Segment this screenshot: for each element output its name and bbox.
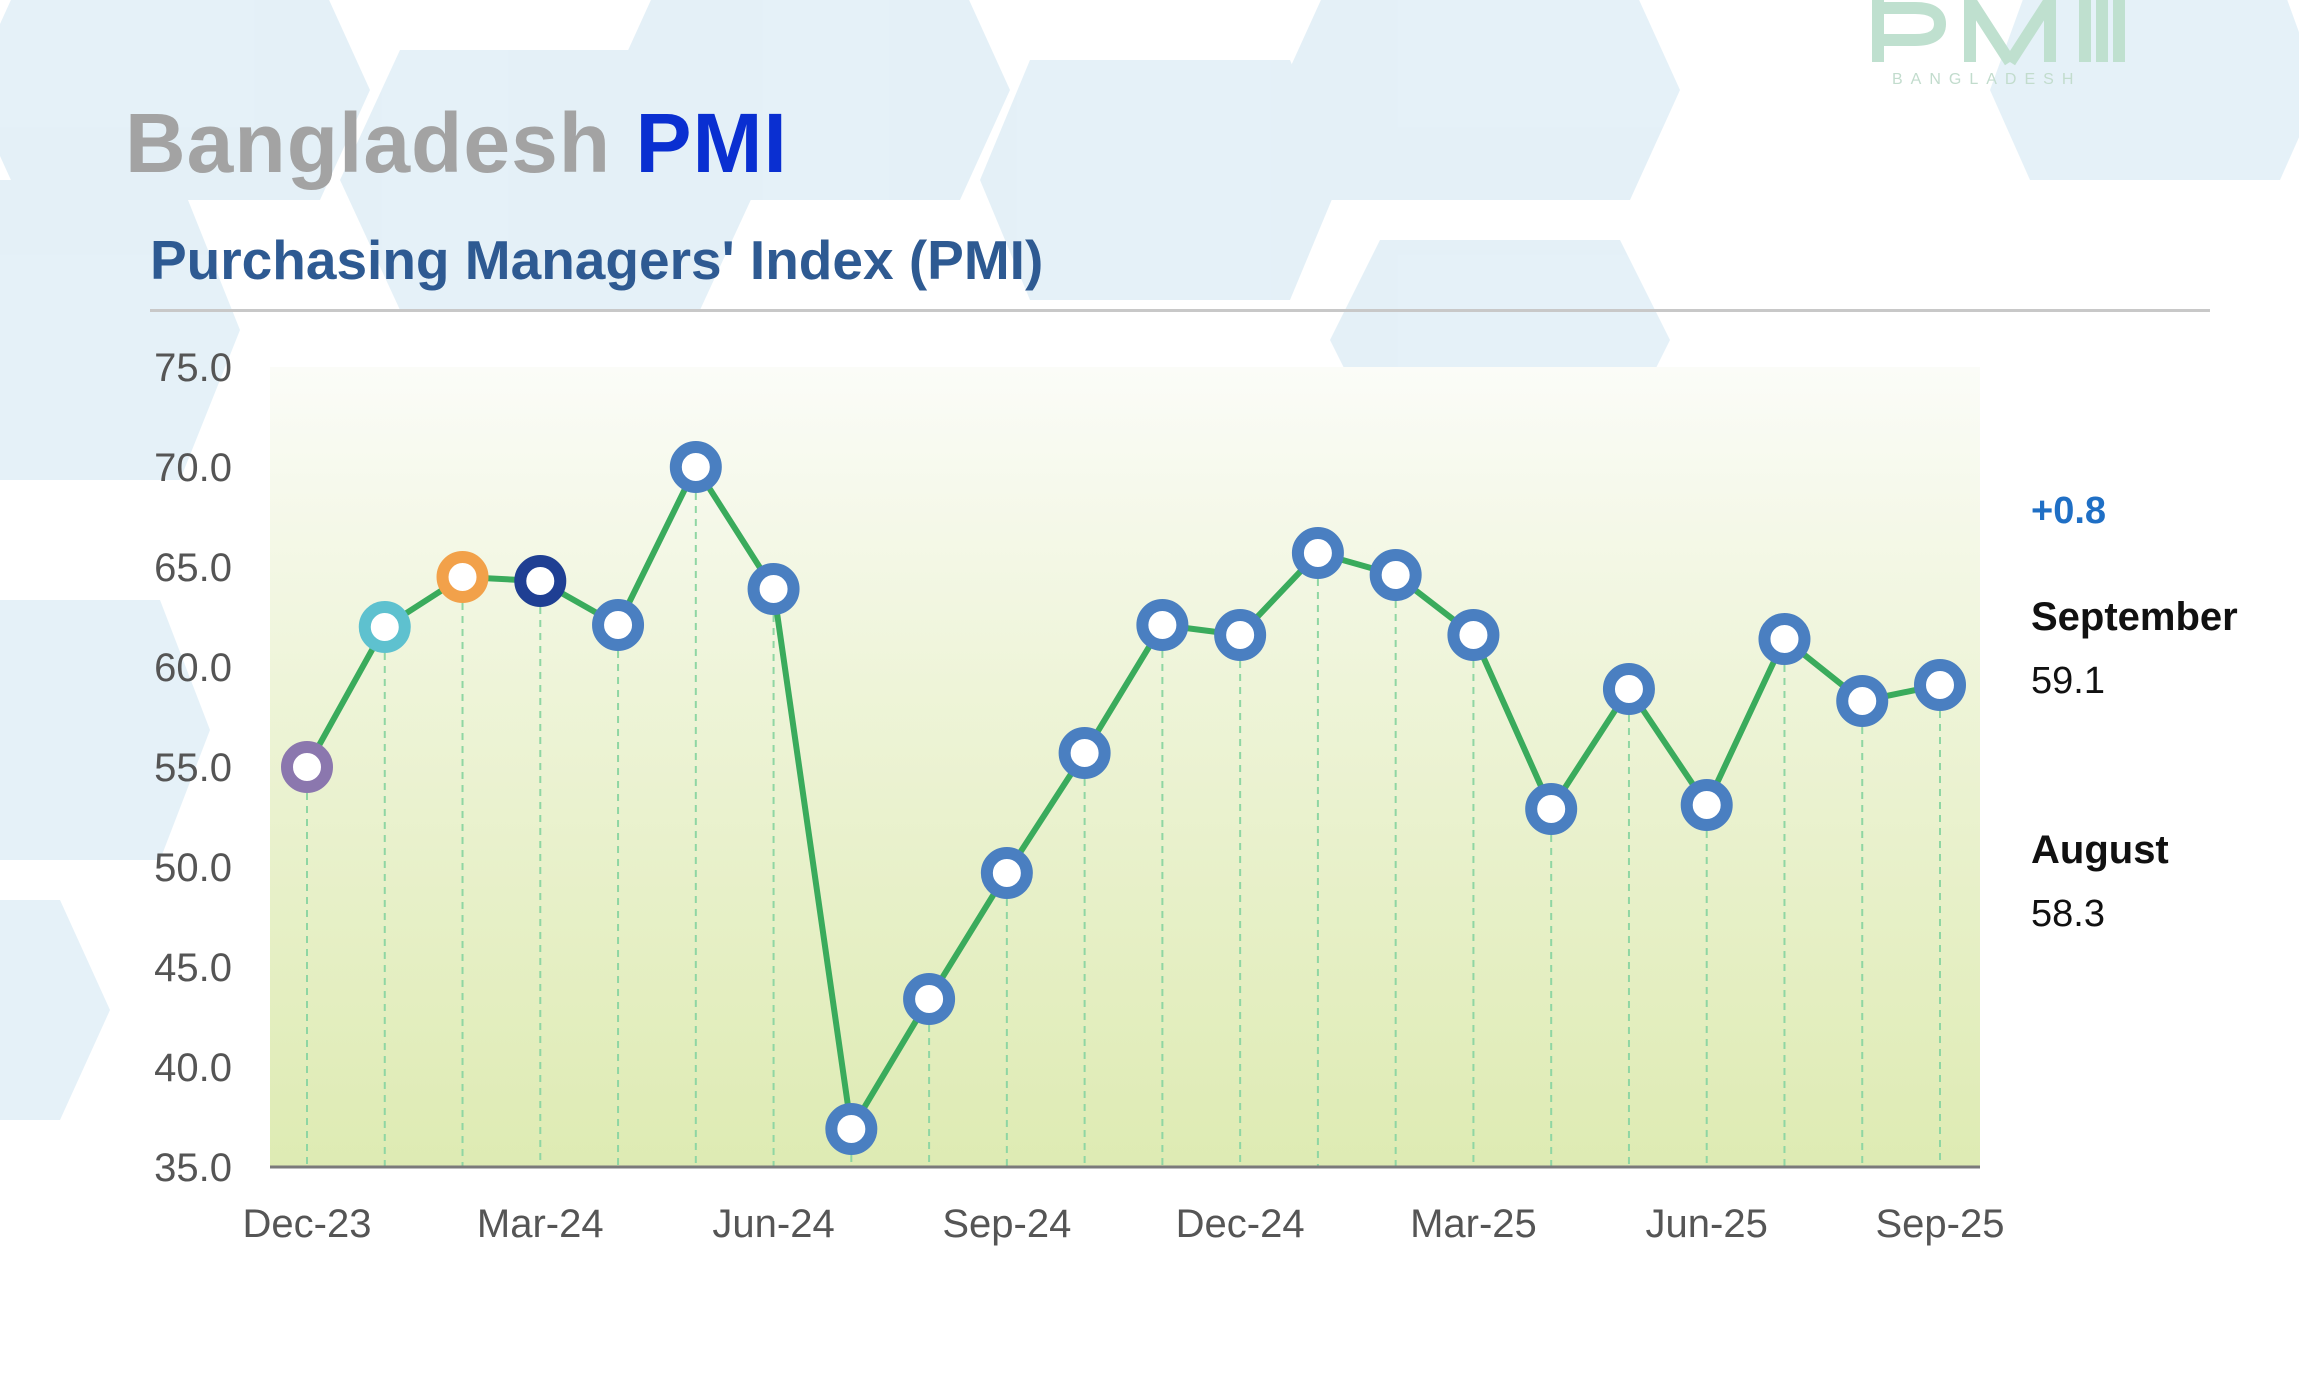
data-point-marker xyxy=(592,599,645,651)
y-tick-label: 45.0 xyxy=(154,946,232,990)
data-point-marker xyxy=(1914,659,1966,711)
x-tick-label: Sep-24 xyxy=(942,1202,1071,1246)
current-month-value: 59.1 xyxy=(2031,660,2105,702)
data-point-marker xyxy=(1369,549,1422,601)
current-month-label: September xyxy=(2031,595,2238,639)
data-point-marker xyxy=(980,847,1033,899)
data-point-marker xyxy=(1758,613,1811,665)
divider-line xyxy=(150,309,2210,312)
data-point-marker xyxy=(1602,663,1655,715)
x-tick-label: Dec-23 xyxy=(243,1202,372,1246)
data-point-marker xyxy=(747,563,800,615)
y-tick-label: 50.0 xyxy=(154,846,232,890)
x-tick-label: Mar-24 xyxy=(477,1202,604,1246)
chart-subtitle: Purchasing Managers' Index (PMI) xyxy=(150,229,1044,291)
y-tick-label: 40.0 xyxy=(154,1046,232,1090)
y-tick-label: 60.0 xyxy=(154,646,232,690)
y-tick-label: 55.0 xyxy=(154,746,232,790)
data-point-marker xyxy=(1680,779,1733,831)
data-point-marker xyxy=(1447,609,1500,661)
page-title: Bangladesh PMI xyxy=(125,95,788,192)
x-tick-label: Sep-25 xyxy=(1876,1202,2005,1246)
data-point-marker xyxy=(1136,599,1189,651)
previous-month-value: 58.3 xyxy=(2031,893,2105,935)
data-point-marker xyxy=(281,741,333,793)
x-tick-label: Dec-24 xyxy=(1176,1202,1305,1246)
data-point-marker xyxy=(669,441,722,493)
x-tick-label: Mar-25 xyxy=(1410,1202,1537,1246)
data-point-marker xyxy=(825,1103,878,1155)
data-point-marker xyxy=(514,555,567,607)
pmi-logo: BANGLADESH xyxy=(1872,0,2125,88)
data-point-marker xyxy=(1058,727,1111,779)
previous-month-label: August xyxy=(2031,828,2169,872)
y-tick-label: 65.0 xyxy=(154,546,232,590)
data-point-marker xyxy=(1214,609,1267,661)
data-point-marker xyxy=(1836,675,1889,727)
data-point-marker xyxy=(903,973,956,1025)
title-country: Bangladesh xyxy=(125,96,612,190)
title-brand: PMI xyxy=(635,96,788,190)
data-point-marker xyxy=(1525,783,1578,835)
y-tick-label: 35.0 xyxy=(154,1146,232,1190)
y-tick-label: 75.0 xyxy=(154,346,232,390)
y-tick-label: 70.0 xyxy=(154,446,232,490)
logo-word: BANGLADESH xyxy=(1892,71,2081,88)
change-value: +0.8 xyxy=(2031,490,2107,532)
data-point-marker xyxy=(1291,527,1344,579)
x-tick-label: Jun-24 xyxy=(712,1202,834,1246)
x-tick-label: Jun-25 xyxy=(1646,1202,1768,1246)
plot-area xyxy=(270,367,1980,1167)
data-point-marker xyxy=(436,551,489,603)
pmi-series-line xyxy=(304,464,1941,1132)
data-point-marker xyxy=(358,601,411,653)
